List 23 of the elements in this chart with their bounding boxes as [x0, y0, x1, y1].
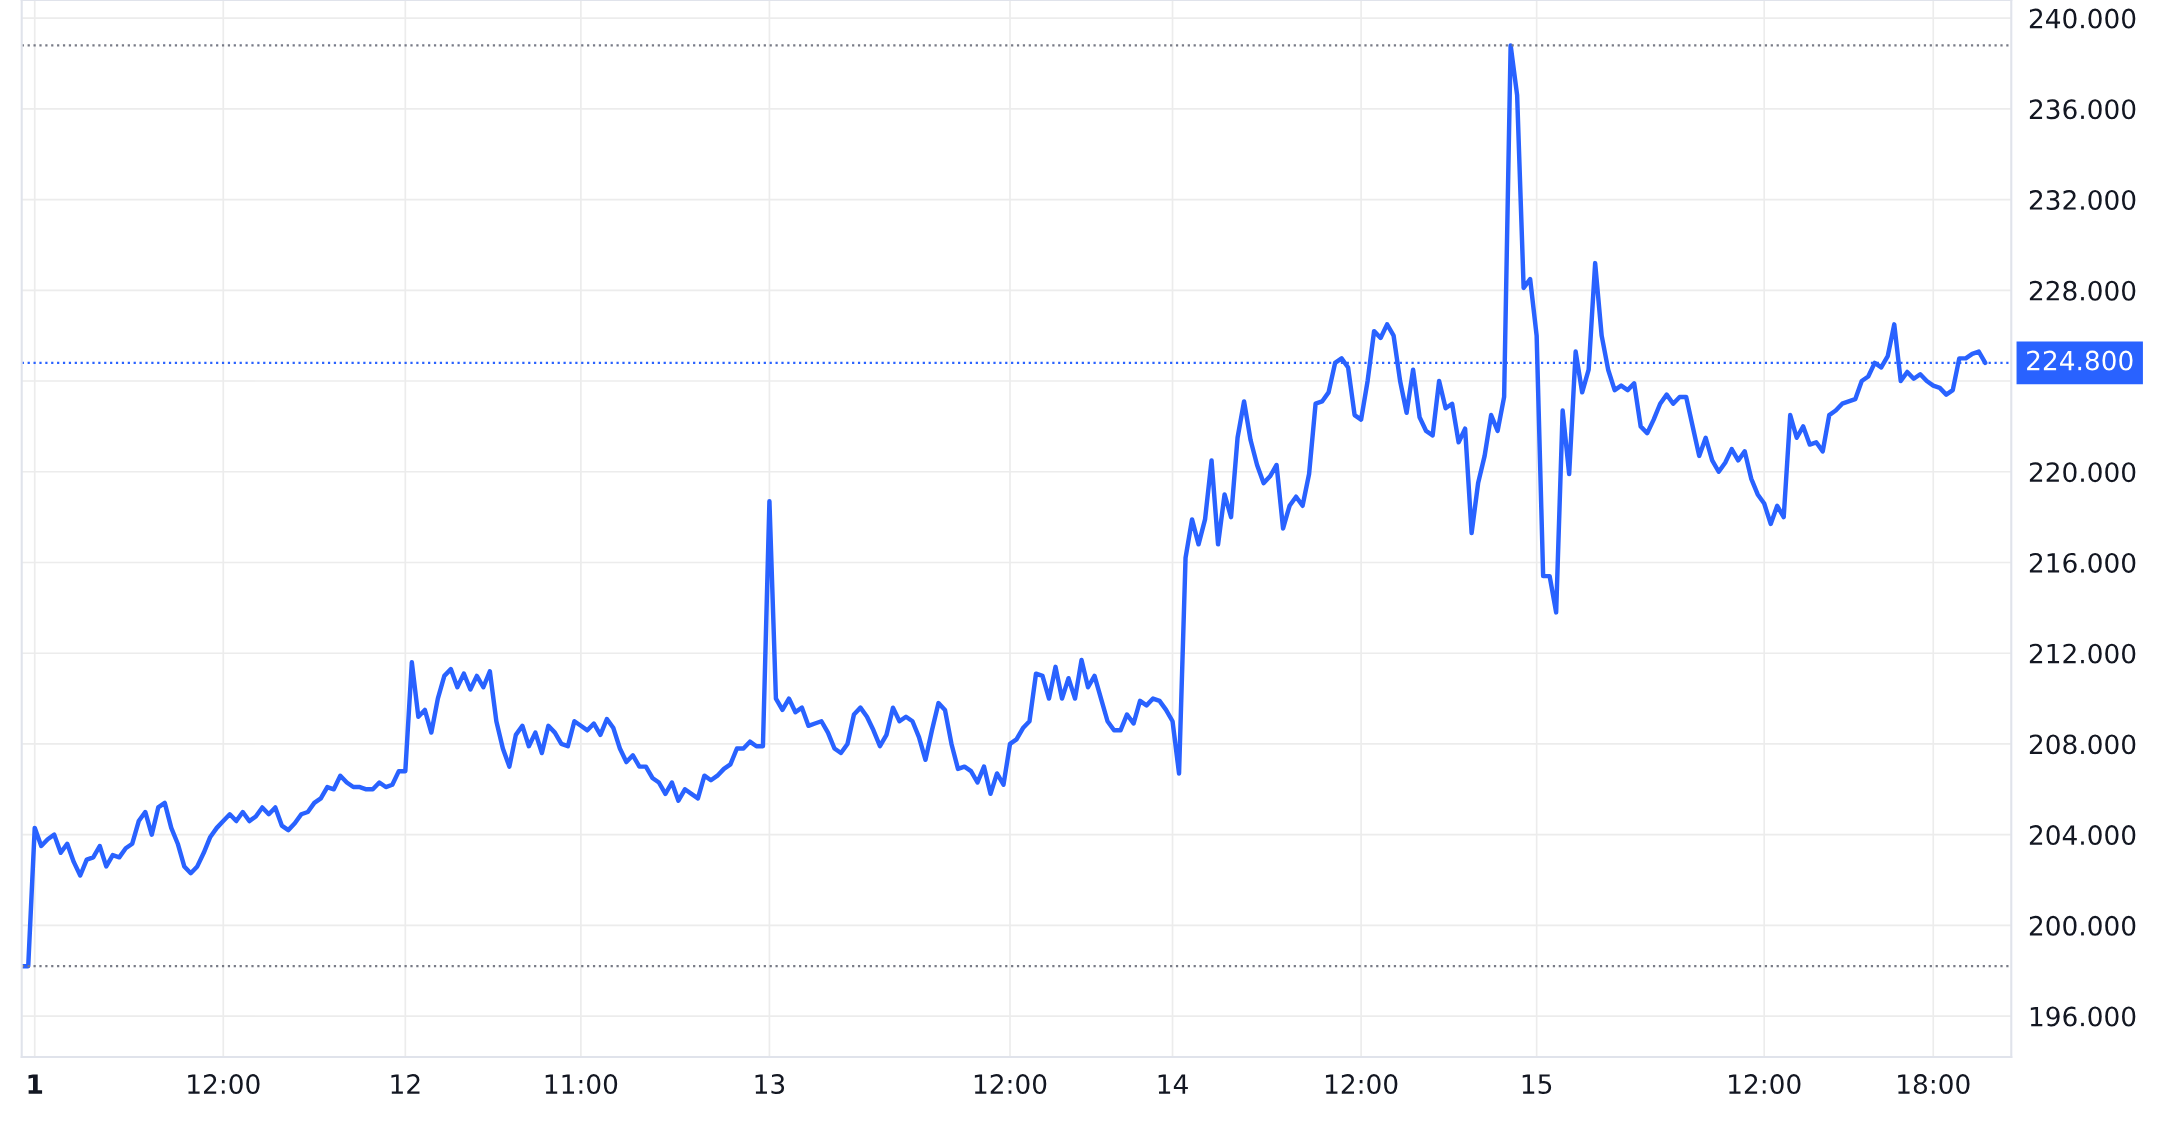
- y-tick-label: 196.000: [2030, 1006, 2136, 1027]
- x-tick-label: 12:00: [974, 1074, 1047, 1095]
- x-tick-label: 15: [1522, 1074, 1552, 1095]
- x-tick-label: 18:00: [1898, 1074, 1970, 1095]
- y-tick-label: 228.000: [2029, 280, 2136, 301]
- x-tick-label: 14: [1158, 1074, 1188, 1094]
- y-tick-label: 200.000: [2029, 915, 2136, 936]
- y-tick-label: 240.000: [2029, 8, 2136, 29]
- y-tick-label: 216.000: [2029, 552, 2136, 573]
- y-tick-label: 236.000: [2029, 99, 2136, 120]
- y-tick-label: 212.000: [2029, 643, 2136, 664]
- x-tick-label: 1: [28, 1074, 43, 1094]
- y-tick-label: 220.000: [2029, 462, 2136, 483]
- x-tick-label: 12:00: [1325, 1074, 1398, 1095]
- y-tick-label: 204.000: [2029, 825, 2136, 846]
- x-tick-label: 12: [391, 1074, 420, 1094]
- x-tick-label: 11:00: [545, 1074, 618, 1095]
- y-tick-label: 232.000: [2029, 190, 2136, 210]
- ref-line-label: 224.800: [2027, 350, 2133, 371]
- x-tick-label: 13: [755, 1074, 785, 1095]
- y-tick-label: 208.000: [2029, 734, 2136, 755]
- x-tick-label: 12:00: [1729, 1074, 1801, 1095]
- x-tick-label: 12:00: [188, 1074, 260, 1095]
